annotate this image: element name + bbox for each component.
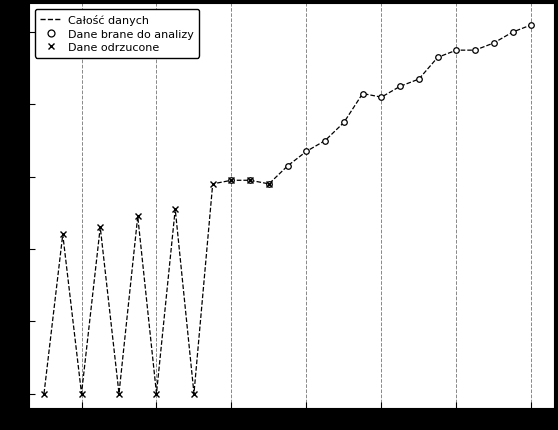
Legend: Całość danych, Dane brane do analizy, Dane odrzucone: Całość danych, Dane brane do analizy, Da… <box>35 10 199 58</box>
